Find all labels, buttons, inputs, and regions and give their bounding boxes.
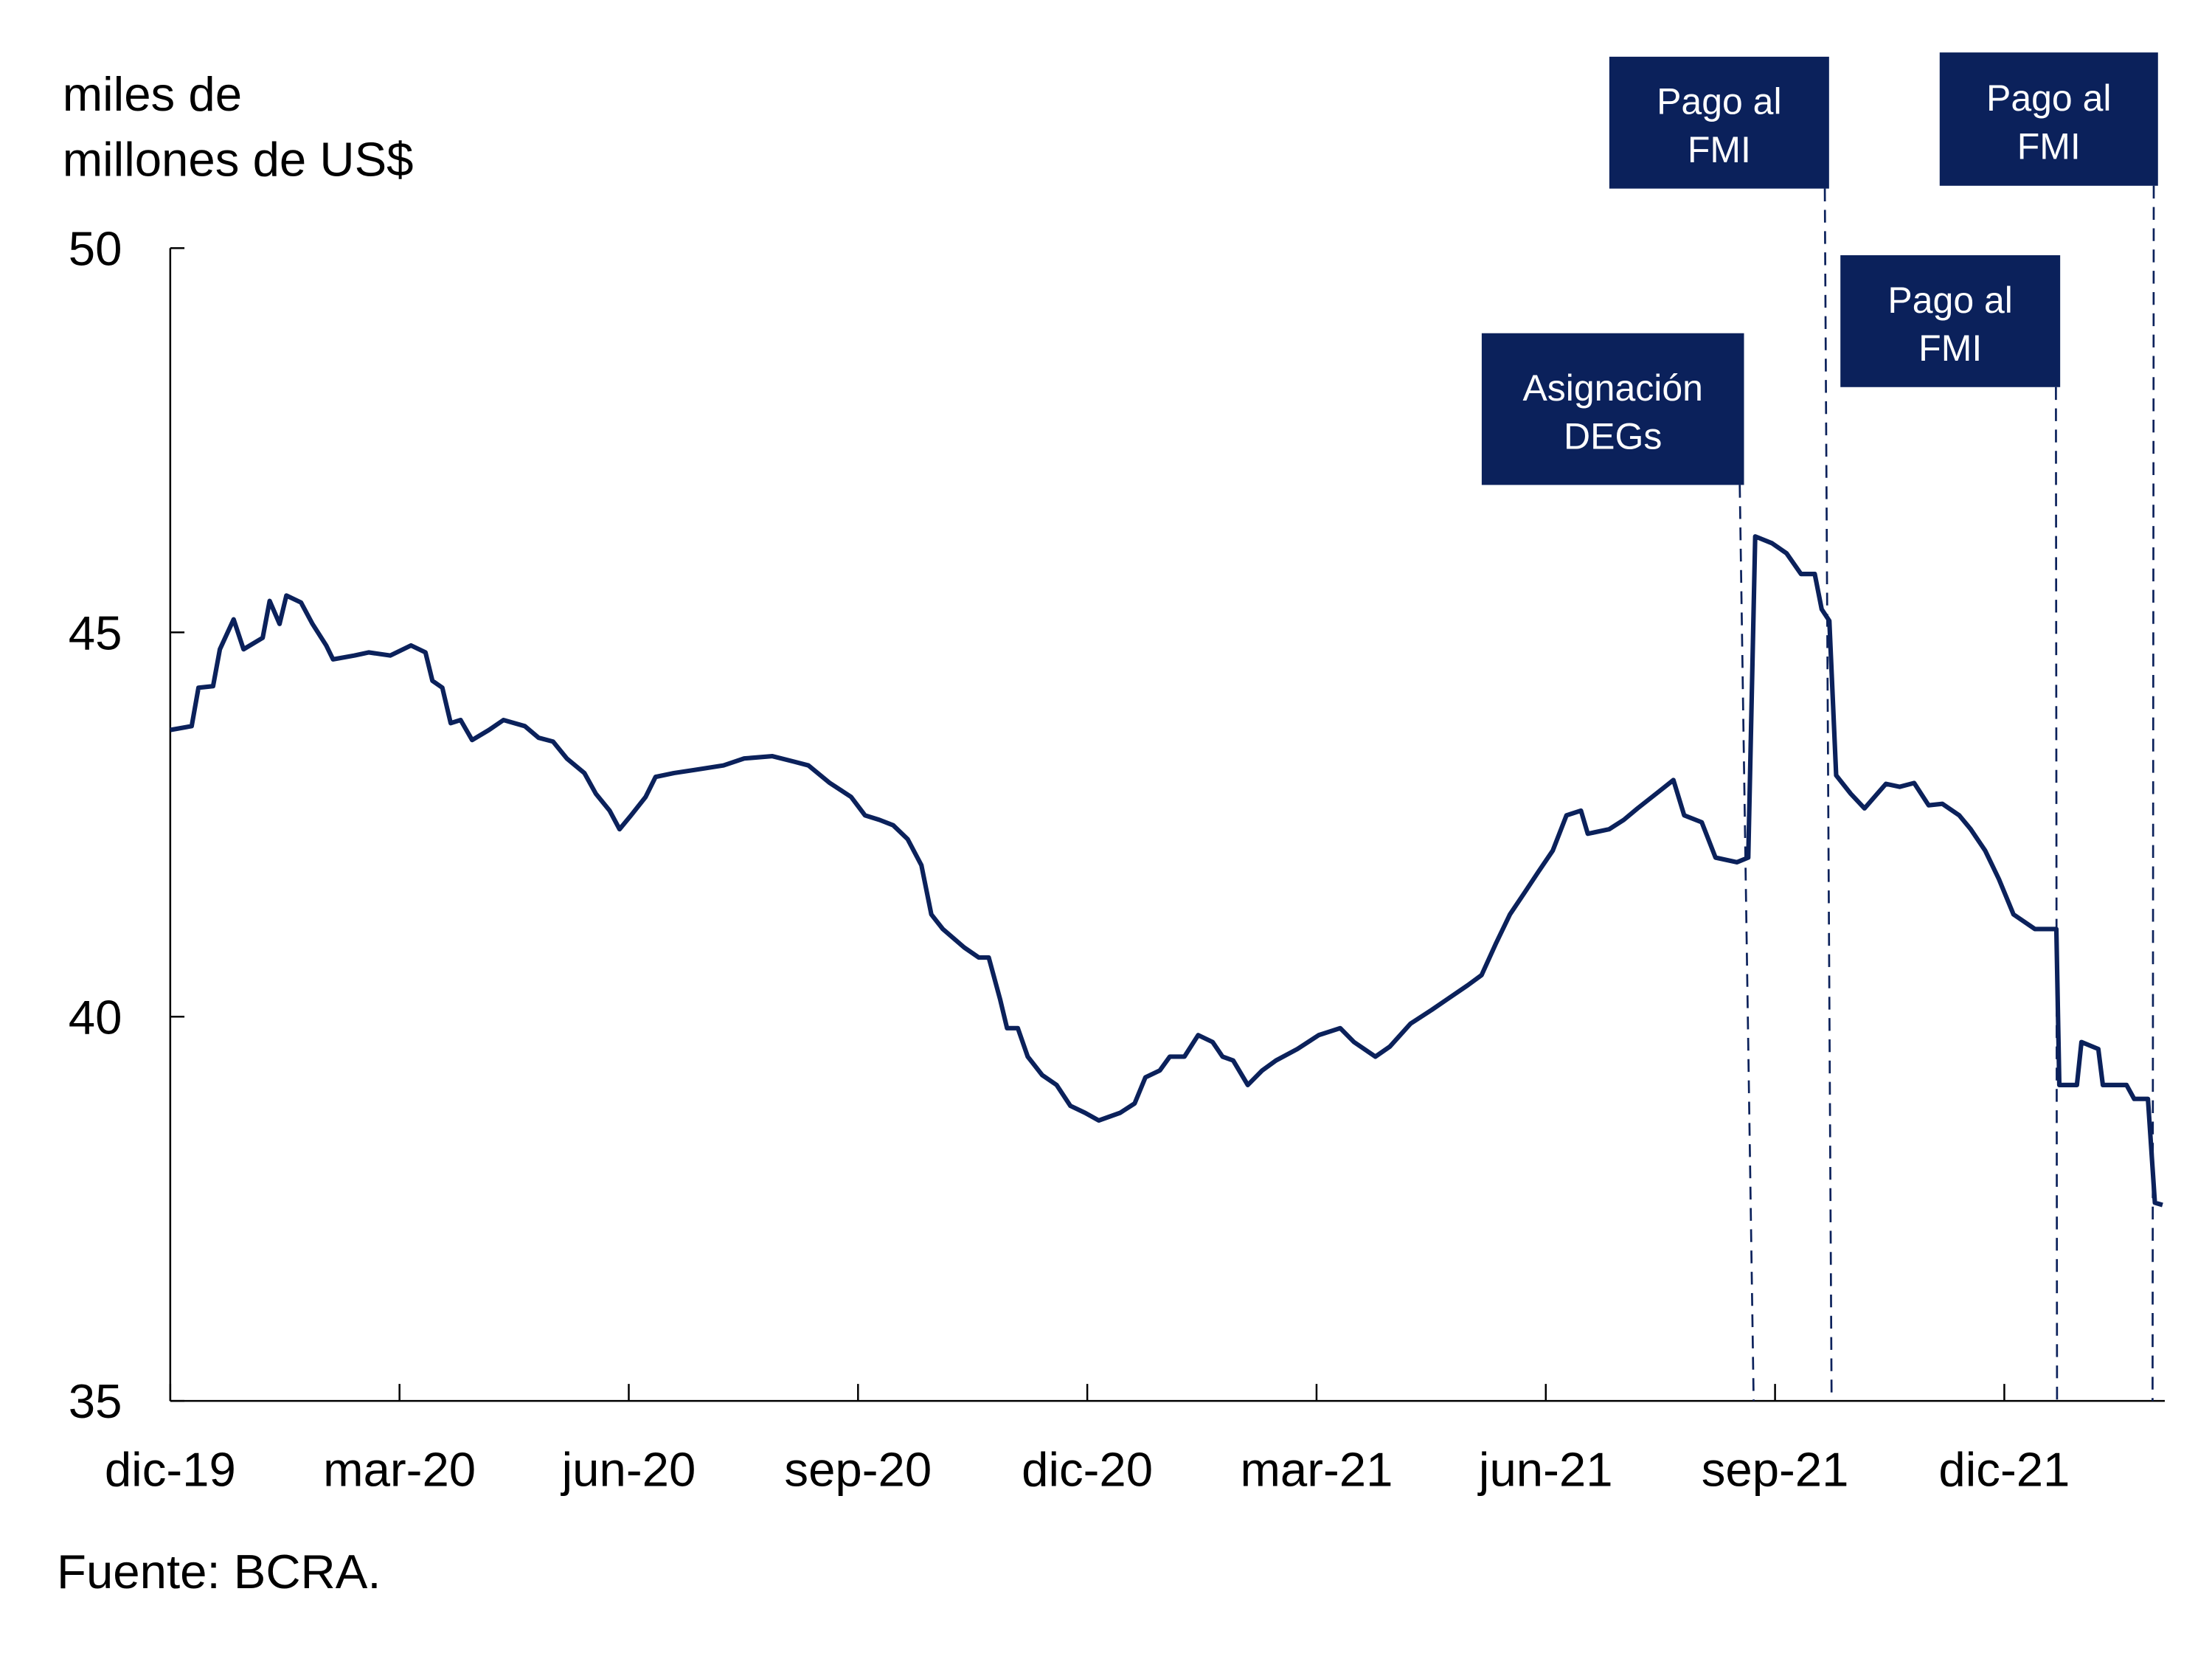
y-tick-label: 40 — [69, 990, 122, 1044]
annotation-box — [1939, 52, 2158, 186]
annotation-label: Pago al — [1657, 81, 1781, 122]
annotation-box — [1609, 56, 1829, 189]
y-tick-label: 45 — [69, 606, 122, 659]
event-dashed-line — [2055, 387, 2059, 1402]
event-dashed-line — [1823, 188, 1833, 1402]
axes: 35 40 45 50 dic-19 mar-20 jun-20 sep-20 dic-20 ma… — [69, 221, 2165, 1496]
source-note: Fuente: BCRA. — [57, 1545, 381, 1599]
y-tick-label: 35 — [69, 1374, 122, 1428]
x-tick-label: dic-19 — [105, 1442, 236, 1496]
x-tick-label: mar-21 — [1240, 1442, 1393, 1496]
annotation-box — [1840, 255, 2061, 387]
x-tick-label: mar-20 — [323, 1442, 476, 1496]
x-tick-label: sep-21 — [1702, 1442, 1849, 1496]
event-dashed-line — [1738, 485, 1755, 1402]
annotation-label: DEGs — [1564, 415, 1662, 457]
x-tick-label: jun-21 — [1477, 1442, 1613, 1496]
annotation-label: Pago al — [1887, 280, 2012, 321]
y-axis-label-line-2: millones de US$ — [63, 132, 414, 186]
event-dashed-line — [2152, 185, 2155, 1402]
x-tick-label: sep-20 — [784, 1442, 932, 1496]
annotation-label: FMI — [2017, 125, 2081, 167]
x-tick-label: dic-21 — [1938, 1442, 2070, 1496]
x-tick-label: dic-20 — [1022, 1442, 1153, 1496]
x-tick-label: jun-20 — [561, 1442, 696, 1496]
annotation-label: FMI — [1918, 328, 1982, 369]
annotation-label: FMI — [1688, 129, 1751, 170]
y-axis-label-line-1: miles de — [63, 67, 242, 121]
annotations: Asignación DEGs Pago al FMI Pago al FMI Pago a… — [1481, 52, 2158, 1402]
annotation-label: Pago al — [1986, 77, 2111, 119]
series-line — [170, 534, 2163, 1208]
y-tick-label: 50 — [69, 221, 122, 275]
annotation-box — [1481, 333, 1744, 485]
annotation-label: Asignación — [1522, 367, 1702, 409]
